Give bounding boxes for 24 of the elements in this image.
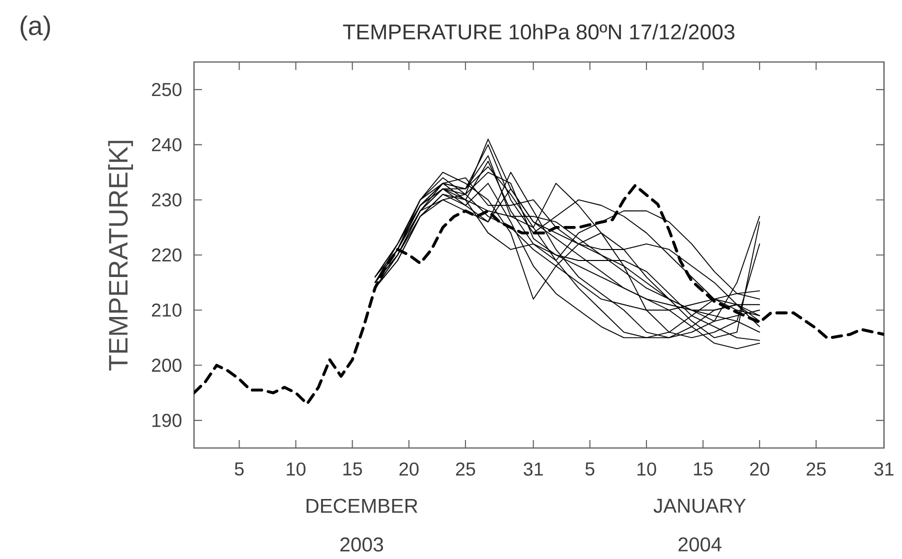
- x-tick-label: 31: [874, 462, 894, 476]
- text: DECEMBER 2003: [306, 498, 418, 552]
- x-tick-label: 25: [456, 462, 476, 476]
- y-tick-label: 210: [152, 304, 182, 317]
- x-tick-label: 10: [286, 462, 306, 476]
- x-tick-label: 15: [343, 462, 362, 476]
- y-axis-title: TEMPERATURE[K]: [108, 140, 134, 370]
- x-tick-label: 10: [638, 462, 656, 476]
- x-tick-label: 15: [694, 462, 713, 476]
- x-tick-label: 20: [399, 462, 419, 476]
- text: JANUARY 2004: [654, 498, 746, 552]
- y-tick-label: 220: [152, 248, 182, 262]
- text: (a): [20, 16, 50, 40]
- y-tick-label: 190: [152, 414, 182, 428]
- chart-title: TEMPERATURE 10hPa 80ºN 17/12/2003: [343, 24, 734, 40]
- y-tick-label: 240: [152, 138, 182, 152]
- x-tick-label: 5: [585, 462, 594, 476]
- y-tick-label: 230: [152, 193, 182, 206]
- y-tick-label: 250: [152, 82, 182, 96]
- x-tick-label: 20: [750, 462, 770, 476]
- x-tick-label: 25: [806, 462, 826, 476]
- x-tick-label: 31: [524, 462, 543, 476]
- x-tick-label: 5: [234, 462, 244, 476]
- y-tick-label: 200: [152, 358, 182, 372]
